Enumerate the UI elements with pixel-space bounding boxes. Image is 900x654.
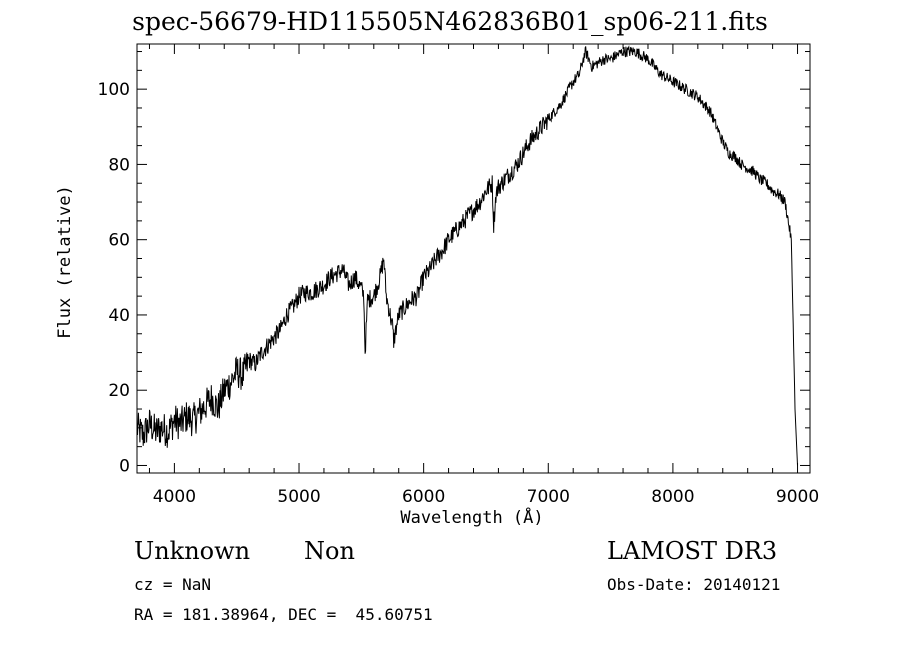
x-tick-label: 6000 [402, 487, 445, 507]
y-tick-label: 100 [98, 80, 130, 100]
redshift-cz: cz = NaN [134, 575, 212, 594]
object-type: Unknown [134, 537, 251, 565]
observation-date: Obs-Date: 20140121 [607, 575, 781, 594]
x-tick-label: 8000 [651, 487, 694, 507]
x-axis-label: Wavelength (Å) [400, 508, 544, 528]
y-tick-label: 0 [119, 456, 130, 476]
coordinates: RA = 181.38964, DEC = 45.60751 [134, 605, 433, 624]
x-axis-ticks: 4000 5000 6000 7000 8000 9000 [148, 44, 819, 507]
object-class: Non [304, 537, 355, 565]
x-tick-label: 4000 [153, 487, 196, 507]
spectrum-series-line [136, 45, 798, 466]
x-tick-label: 9000 [776, 487, 819, 507]
survey-name: LAMOST DR3 [607, 537, 778, 565]
y-tick-label: 40 [108, 306, 130, 326]
y-tick-label: 80 [108, 155, 130, 175]
x-tick-label: 5000 [277, 487, 320, 507]
chart-title: spec-56679-HD115505N462836B01_sp06-211.f… [132, 7, 768, 36]
y-axis-label: Flux (relative) [55, 185, 75, 339]
x-tick-label: 7000 [527, 487, 570, 507]
y-tick-label: 20 [108, 381, 130, 401]
y-tick-label: 60 [108, 231, 130, 251]
y-axis-ticks: 0 20 40 60 80 100 [98, 51, 810, 476]
